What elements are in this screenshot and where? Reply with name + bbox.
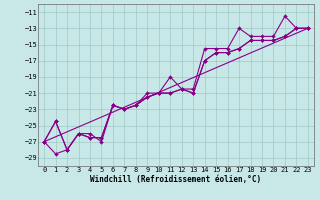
X-axis label: Windchill (Refroidissement éolien,°C): Windchill (Refroidissement éolien,°C): [91, 175, 261, 184]
